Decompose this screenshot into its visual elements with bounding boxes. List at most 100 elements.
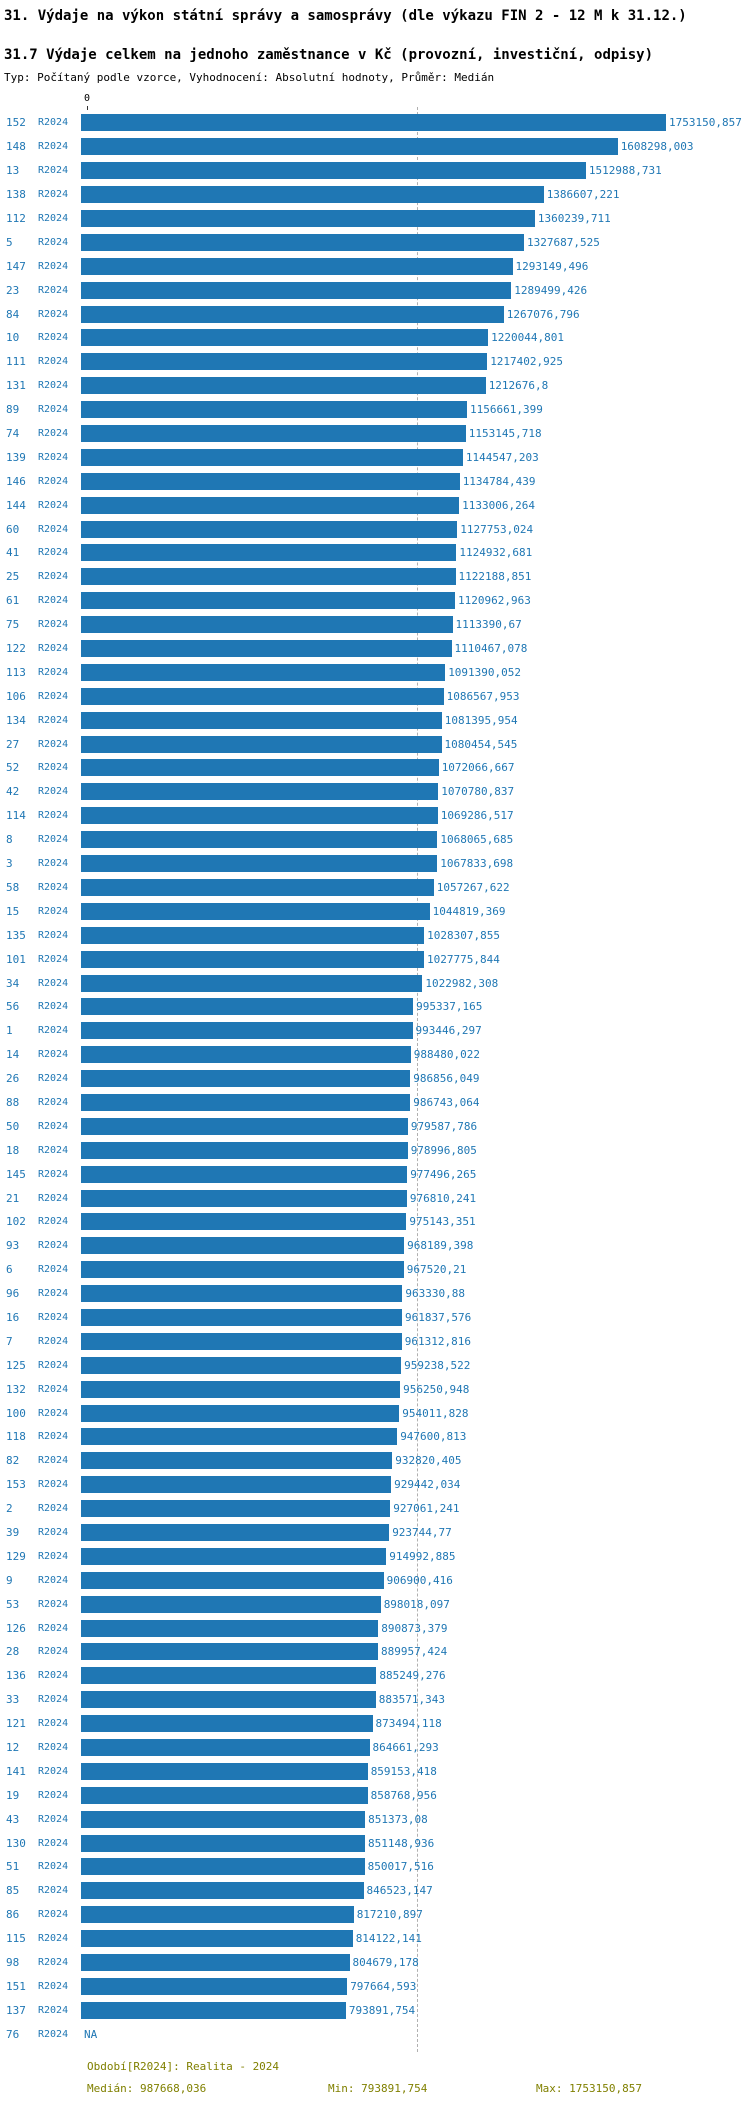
bar-row: 82 R2024 932820,405 [0,1449,750,1473]
bar-row: 8 R2024 1068065,685 [0,828,750,852]
bar-value-label: 993446,297 [415,1024,482,1038]
bar [81,425,466,443]
bar-value-label: 1124932,681 [459,546,533,560]
bar-track: 1057267,622 [81,878,750,896]
bar-track: 1608298,003 [81,138,750,156]
bar-value-label: 1080454,545 [444,737,518,751]
bar-value-label: 956250,948 [403,1382,470,1396]
bar [81,1356,402,1374]
bar-row: 130 R2024 851148,936 [0,1831,750,1855]
chart-title: 31. Výdaje na výkon státní správy a samo… [4,8,687,24]
row-period-label: R2024 [38,858,69,870]
bar [81,1595,381,1613]
bar-track: 858768,956 [81,1786,750,1804]
bar-row: 41 R2024 1124932,681 [0,541,750,565]
bar-row: 144 R2024 1133006,264 [0,493,750,517]
bar-track: 961837,576 [81,1308,750,1326]
row-id-label: 137 [6,2003,26,2017]
bar [81,783,439,801]
bar-value-label: 1068065,685 [440,833,514,847]
row-id-label: 33 [6,1693,20,1707]
row-period-label: R2024 [38,738,69,750]
bar-value-label: 885249,276 [379,1669,446,1683]
bar-row: 50 R2024 979587,786 [0,1114,750,1138]
bar [81,711,442,729]
row-period-label: R2024 [38,332,69,344]
bar-value-label: 864661,293 [372,1741,439,1754]
row-period-label: R2024 [38,1670,69,1682]
bar-track: 968189,398 [81,1237,750,1255]
bar-track: 850017,516 [81,1858,750,1876]
row-period-label: R2024 [38,786,69,798]
bar [81,1786,368,1804]
bar-value-label: 923744,77 [392,1525,452,1539]
bar-row: 146 R2024 1134784,439 [0,469,750,493]
bar-row: 56 R2024 995337,165 [0,995,750,1019]
bar [81,1547,387,1565]
bar-track: 979587,786 [81,1117,750,1135]
bar-track: 967520,21 [81,1261,750,1279]
bar-track: 947600,813 [81,1428,750,1446]
bar-track: 851373,08 [81,1810,750,1828]
bar-value-label: 1110467,078 [454,642,528,656]
row-id-label: 14 [6,1048,20,1062]
bar-value-label: 961837,576 [405,1310,472,1324]
row-period-label: R2024 [38,1455,69,1467]
bar-track: 1081395,954 [81,711,750,729]
bar-value-label: 1122188,851 [458,570,532,584]
bar [81,1810,366,1828]
bar-track: 1113390,67 [81,616,750,634]
bar-track: 1044819,369 [81,902,750,920]
bar-value-label: 914992,885 [389,1549,456,1563]
chart-subtitle: 31.7 Výdaje celkem na jednoho zaměstnanc… [4,47,654,63]
bar-row: 19 R2024 858768,956 [0,1783,750,1807]
row-id-label: 130 [6,1836,26,1850]
row-id-label: 13 [6,164,20,178]
row-period-label: R2024 [38,1335,69,1347]
bar [81,855,438,873]
row-id-label: 122 [6,642,26,656]
bar [81,902,430,920]
bar-value-label: 975143,351 [409,1215,476,1229]
bar [81,1046,411,1064]
bar-value-label: 929442,034 [394,1478,461,1492]
bar-row: 42 R2024 1070780,837 [0,780,750,804]
bar-value-label: 1212676,8 [488,379,549,393]
bar-track: 1212676,8 [81,377,750,395]
bar-track: 1027775,844 [81,950,750,968]
row-id-label: 126 [6,1621,26,1635]
row-id-label: 16 [6,1310,20,1324]
row-id-label: 113 [6,665,26,679]
row-period-label: R2024 [38,1813,69,1825]
row-period-label: R2024 [38,571,69,583]
row-id-label: 86 [6,1908,20,1922]
bar-row: 75 R2024 1113390,67 [0,613,750,637]
bar [81,1022,413,1040]
bar-track: 976810,241 [81,1189,750,1207]
bar-row: 51 R2024 850017,516 [0,1855,750,1879]
row-period-label: R2024 [38,1049,69,1061]
row-id-label: 1 [6,1024,13,1038]
bar [81,186,544,204]
row-period-label: R2024 [38,1622,69,1634]
row-period-label: R2024 [38,380,69,392]
bar-value-label: 1753150,857 [669,116,742,130]
bar-track: 804679,178 [81,1954,750,1972]
bar-row: 147 R2024 1293149,496 [0,254,750,278]
bar [81,1834,365,1852]
bar [81,1261,404,1279]
bar-track: 1512988,731 [81,162,750,180]
row-id-label: 115 [6,1932,26,1946]
bar [81,1954,350,1972]
bar-row: 25 R2024 1122188,851 [0,565,750,589]
bar-row: 125 R2024 959238,522 [0,1353,750,1377]
row-id-label: 10 [6,331,20,345]
bar-track: 1069286,517 [81,807,750,825]
bar-value-label: 1067833,698 [440,857,514,871]
bar-value-label: 846523,147 [366,1884,433,1898]
row-id-label: 106 [6,689,26,703]
bar-row: 131 R2024 1212676,8 [0,374,750,398]
bar-value-label: 1289499,426 [514,283,588,297]
chart-footer: Období[R2024]: Realita - 2024 Medián: 98… [0,2060,750,2104]
bar [81,401,467,419]
